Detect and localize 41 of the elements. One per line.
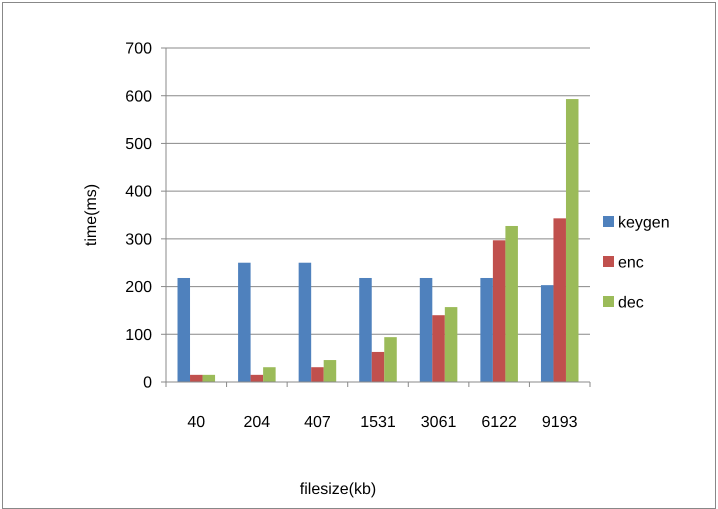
y-tick-label: 500	[125, 136, 152, 154]
bar	[311, 367, 324, 382]
legend-label: enc	[618, 254, 644, 272]
legend-label: dec	[618, 294, 644, 312]
bar	[480, 278, 493, 382]
bar	[553, 218, 566, 382]
bar	[202, 374, 216, 382]
x-tick-label: 407	[304, 414, 331, 431]
bar	[298, 262, 312, 382]
bar	[238, 262, 251, 382]
y-tick-label: 100	[125, 326, 152, 344]
bar	[384, 337, 397, 382]
x-tick-label: 204	[244, 414, 270, 431]
bar	[444, 307, 458, 382]
y-tick-label: 200	[125, 279, 152, 296]
bar	[372, 352, 384, 382]
bar	[432, 315, 445, 382]
x-tick-label: 6122	[481, 414, 518, 431]
x-tick-label: 9193	[542, 414, 578, 431]
bar	[420, 278, 432, 382]
bar	[250, 374, 264, 382]
bar	[540, 285, 554, 382]
x-tick-label: 3061	[420, 414, 456, 431]
y-tick-label: 0	[143, 374, 152, 392]
y-tick-label: 300	[125, 231, 152, 248]
y-tick-label: 700	[125, 40, 152, 58]
bar	[190, 374, 203, 382]
y-tick-label: 600	[125, 88, 152, 106]
legend-label: keygen	[618, 214, 670, 232]
y-tick-label: 400	[125, 184, 152, 201]
bar	[359, 278, 372, 382]
x-tick-label: 40	[187, 414, 206, 431]
bar	[324, 360, 336, 382]
x-tick-label: 1531	[360, 414, 396, 431]
bar	[178, 278, 190, 382]
bar	[263, 367, 276, 382]
x-axis-title: filesize(kb)	[300, 481, 376, 498]
y-axis-title: time(ms)	[83, 184, 100, 246]
bar	[492, 240, 506, 382]
bar	[505, 226, 518, 382]
bar	[566, 99, 578, 382]
